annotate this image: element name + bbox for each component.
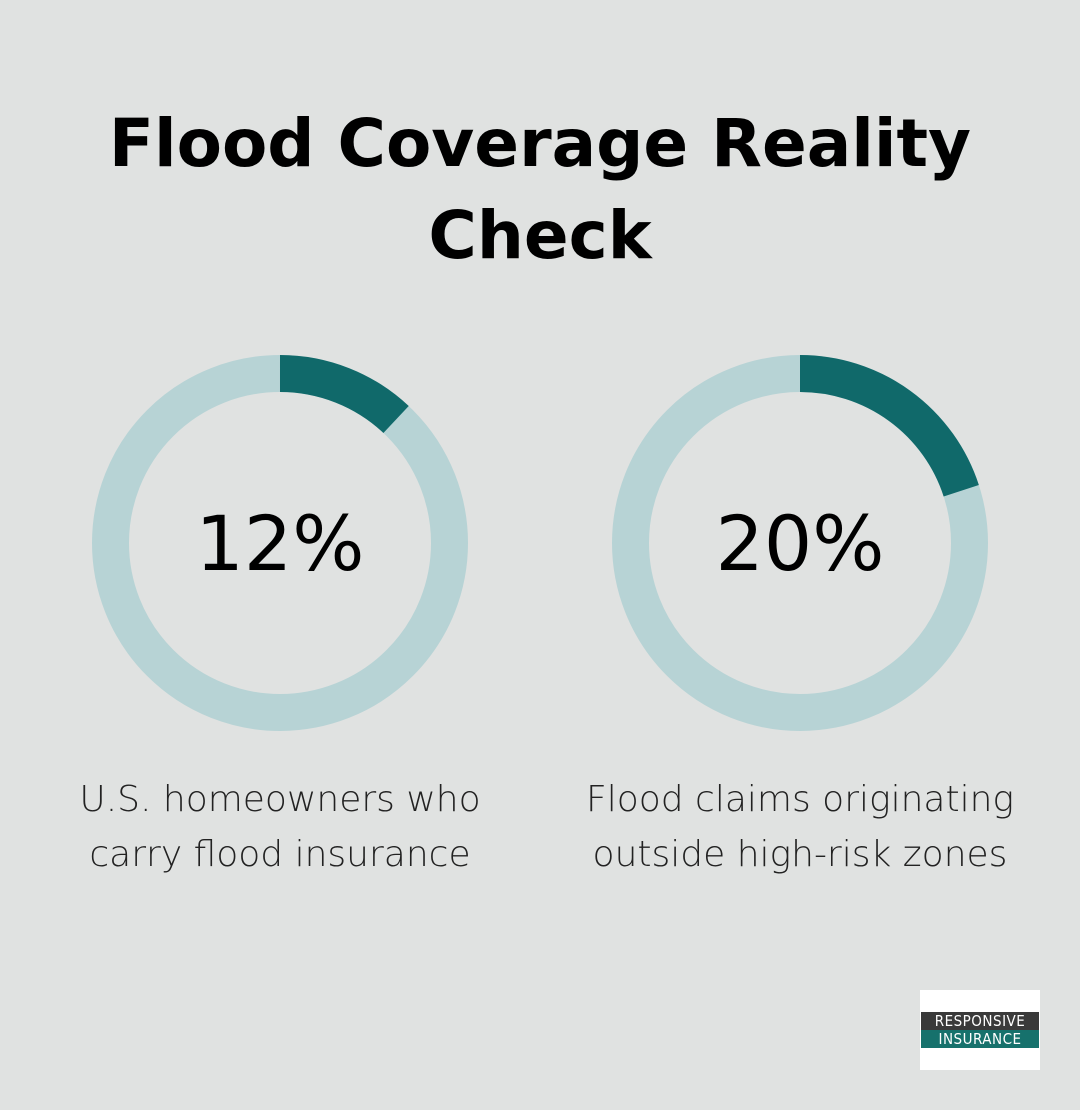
page-title: Flood Coverage Reality Check <box>0 98 1080 282</box>
donut-ring-2 <box>612 355 988 731</box>
logo-line-2: INSURANCE <box>921 1030 1039 1048</box>
caption-1-line-2: carry flood insurance <box>89 834 471 875</box>
donut-chart-1: 12% <box>92 355 468 731</box>
stat-value-2: 20% <box>715 498 885 588</box>
responsive-insurance-logo: RESPONSIVE INSURANCE <box>920 990 1040 1070</box>
stat-caption-2: Flood claims originating outside high-ri… <box>540 772 1060 882</box>
donut-ring-1 <box>92 355 468 731</box>
logo-line-1: RESPONSIVE <box>921 1012 1039 1030</box>
caption-2-line-1: Flood claims originating <box>585 779 1015 820</box>
title-line-1: Flood Coverage Reality <box>108 105 972 182</box>
caption-2-line-2: outside high-risk zones <box>592 834 1008 875</box>
donut-chart-2: 20% <box>612 355 988 731</box>
title-line-2: Check <box>428 197 652 274</box>
stat-caption-1: U.S. homeowners who carry flood insuranc… <box>20 772 540 882</box>
stat-value-1: 12% <box>195 498 365 588</box>
caption-1-line-1: U.S. homeowners who <box>79 779 481 820</box>
